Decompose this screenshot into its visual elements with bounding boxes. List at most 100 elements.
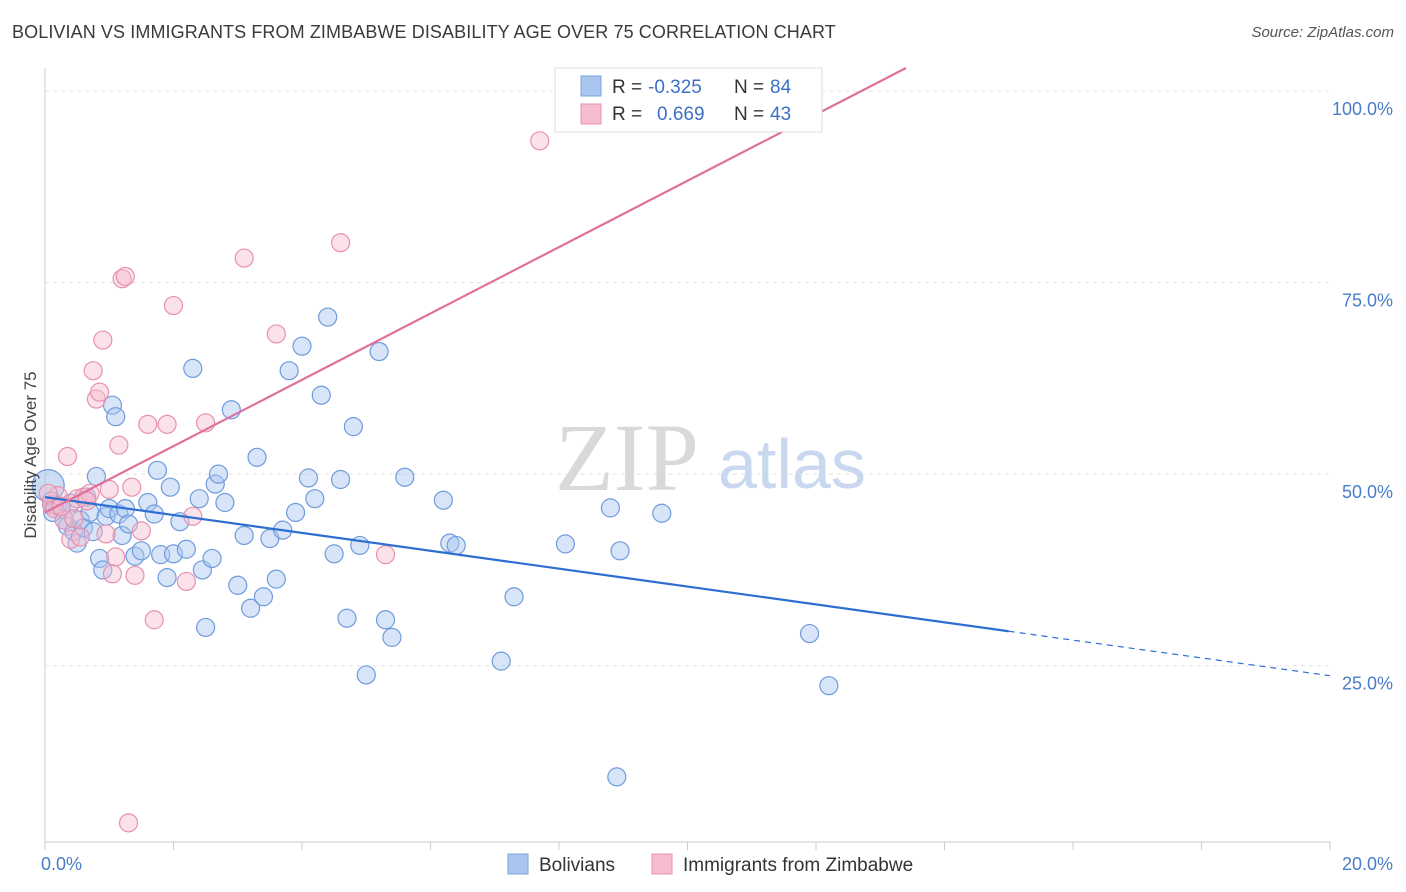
- bolivians-point-38: [189, 489, 209, 509]
- legend-n-label-2: N =: [734, 104, 764, 125]
- bolivians-point-32: [157, 568, 177, 588]
- legend-n-value-1: 84: [770, 77, 792, 98]
- y-axis-title: Disability Age Over 75: [21, 371, 40, 538]
- zimbabwe-point-18: [106, 547, 126, 567]
- zimbabwe-point-19: [109, 435, 129, 455]
- zimbabwe-point-22: [118, 813, 139, 833]
- bolivians-point-23: [112, 525, 132, 546]
- zimbabwe-point-25: [131, 521, 151, 541]
- x-tick-label-0: 0.0%: [41, 854, 82, 874]
- bolivians-point-34: [163, 544, 184, 564]
- bolivians-point-46: [228, 575, 248, 595]
- bolivians-point-52: [266, 569, 286, 589]
- chart-title: BOLIVIAN VS IMMIGRANTS FROM ZIMBABWE DIS…: [12, 22, 836, 42]
- legend-n-label-1: N =: [734, 77, 764, 98]
- bolivians-point-55: [285, 502, 306, 523]
- bolivians-point-33: [160, 477, 180, 497]
- legend-r-value-1: -0.325: [648, 77, 702, 98]
- legend-r-label-2: R =: [612, 104, 642, 125]
- zimbabwe-point-29: [163, 295, 184, 316]
- bolivians-point-44: [215, 492, 235, 513]
- bolivians-point-67: [369, 341, 389, 362]
- bolivians-point-19: [99, 499, 119, 519]
- bolivians-point-76: [555, 534, 576, 554]
- legend-swatch-blue: [580, 75, 602, 97]
- bolivians-point-43: [208, 464, 229, 484]
- zimbabwe-point-15: [96, 524, 116, 544]
- bolivians-point-22: [109, 504, 129, 524]
- bolivians-point-27: [131, 541, 151, 561]
- bolivians-point-71: [433, 490, 453, 510]
- zimbabwe-point-23: [122, 477, 142, 497]
- legend-swatch-pink: [580, 103, 602, 125]
- bolivians-point-10: [70, 510, 90, 530]
- bolivians-point-56: [292, 336, 312, 356]
- zimbabwe-point-35: [330, 233, 351, 253]
- bolivians-point-41: [202, 548, 222, 569]
- zimbabwe-point-37: [530, 131, 550, 151]
- zimbabwe-point-13: [90, 382, 110, 402]
- zimbabwe-point-33: [234, 248, 254, 268]
- bolivians-point-30: [147, 460, 168, 480]
- bolivians-point-73: [446, 535, 466, 556]
- bolivians-point-59: [311, 385, 331, 405]
- bolivians-point-36: [176, 539, 196, 559]
- bolivians-point-47: [234, 525, 254, 546]
- bolivians-point-37: [183, 358, 203, 379]
- bolivians-point-54: [279, 361, 299, 381]
- bolivians-point-80: [652, 503, 672, 523]
- bolivians-point-62: [330, 469, 351, 490]
- bolivians-point-60: [318, 307, 338, 327]
- bolivians-point-81: [799, 623, 820, 644]
- legend-r-label-1: R =: [612, 77, 642, 98]
- bolivians-point-63: [337, 608, 357, 628]
- chart-source: Source: ZipAtlas.com: [1251, 24, 1394, 41]
- bolivians-point-74: [491, 651, 511, 671]
- bolivians-point-26: [125, 546, 145, 566]
- zimbabwe-point-11: [83, 361, 103, 381]
- y-tick-label-0: 25.0%: [1342, 674, 1393, 694]
- correlation-legend: R = -0.325 N = 84 R = 0.669 N = 43: [554, 67, 823, 133]
- zimbabwe-trend-line: [44, 67, 907, 514]
- bolivians-point-68: [375, 610, 396, 630]
- bolivians-point-78: [607, 767, 627, 787]
- bolivians-point-61: [324, 544, 344, 564]
- zimbabwe-point-26: [138, 414, 158, 434]
- bolivians-point-69: [382, 627, 402, 647]
- bottom-legend-label-zimbabwe: Immigrants from Zimbabwe: [683, 855, 913, 876]
- bolivians-point-66: [356, 665, 376, 685]
- zimbabwe-point-30: [176, 571, 196, 592]
- legend-n-value-2: 43: [770, 104, 791, 125]
- bottom-legend-swatch-blue: [507, 853, 529, 875]
- watermark-zip: ZIP: [555, 404, 699, 511]
- zimbabwe-point-20: [112, 269, 132, 289]
- axes: [44, 68, 1331, 850]
- bolivians-point-17: [93, 560, 113, 580]
- zimbabwe-point-6: [64, 509, 84, 529]
- zimbabwe-point-27: [144, 610, 164, 630]
- bolivians-point-16: [90, 548, 110, 569]
- zimbabwe-point-34: [266, 324, 286, 344]
- y-tick-label-3: 100.0%: [1332, 99, 1393, 119]
- bolivians-point-58: [305, 489, 325, 509]
- bolivians-point-79: [610, 541, 630, 561]
- watermark-atlas: atlas: [718, 425, 866, 503]
- zimbabwe-point-24: [125, 565, 145, 585]
- bolivians-point-49: [247, 447, 267, 467]
- bolivians-point-21: [106, 407, 126, 427]
- bolivians-point-82: [819, 676, 839, 696]
- bolivians-trend-line: [44, 496, 1009, 633]
- y-tick-label-1: 50.0%: [1342, 482, 1393, 502]
- trend-lines: [44, 67, 1331, 677]
- bolivians-point-64: [343, 417, 363, 437]
- bottom-legend-swatch-pink: [651, 853, 673, 875]
- bolivians-trend-line-extension: [1008, 630, 1331, 677]
- y-tick-label-2: 75.0%: [1342, 291, 1393, 311]
- series-bolivians-points: [31, 307, 839, 787]
- series-legend: Bolivians Immigrants from Zimbabwe: [507, 853, 913, 876]
- zimbabwe-point-8: [70, 527, 90, 547]
- bolivians-point-50: [253, 587, 274, 607]
- zimbabwe-point-17: [102, 564, 123, 584]
- bolivians-point-40: [196, 617, 216, 638]
